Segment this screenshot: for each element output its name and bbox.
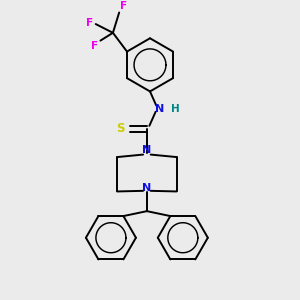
- Text: N: N: [155, 103, 164, 114]
- Text: F: F: [86, 18, 93, 28]
- Text: H: H: [171, 103, 180, 114]
- Text: N: N: [142, 145, 152, 155]
- Text: N: N: [142, 183, 152, 193]
- Text: F: F: [120, 1, 128, 11]
- Text: S: S: [116, 122, 125, 135]
- Text: F: F: [91, 41, 98, 51]
